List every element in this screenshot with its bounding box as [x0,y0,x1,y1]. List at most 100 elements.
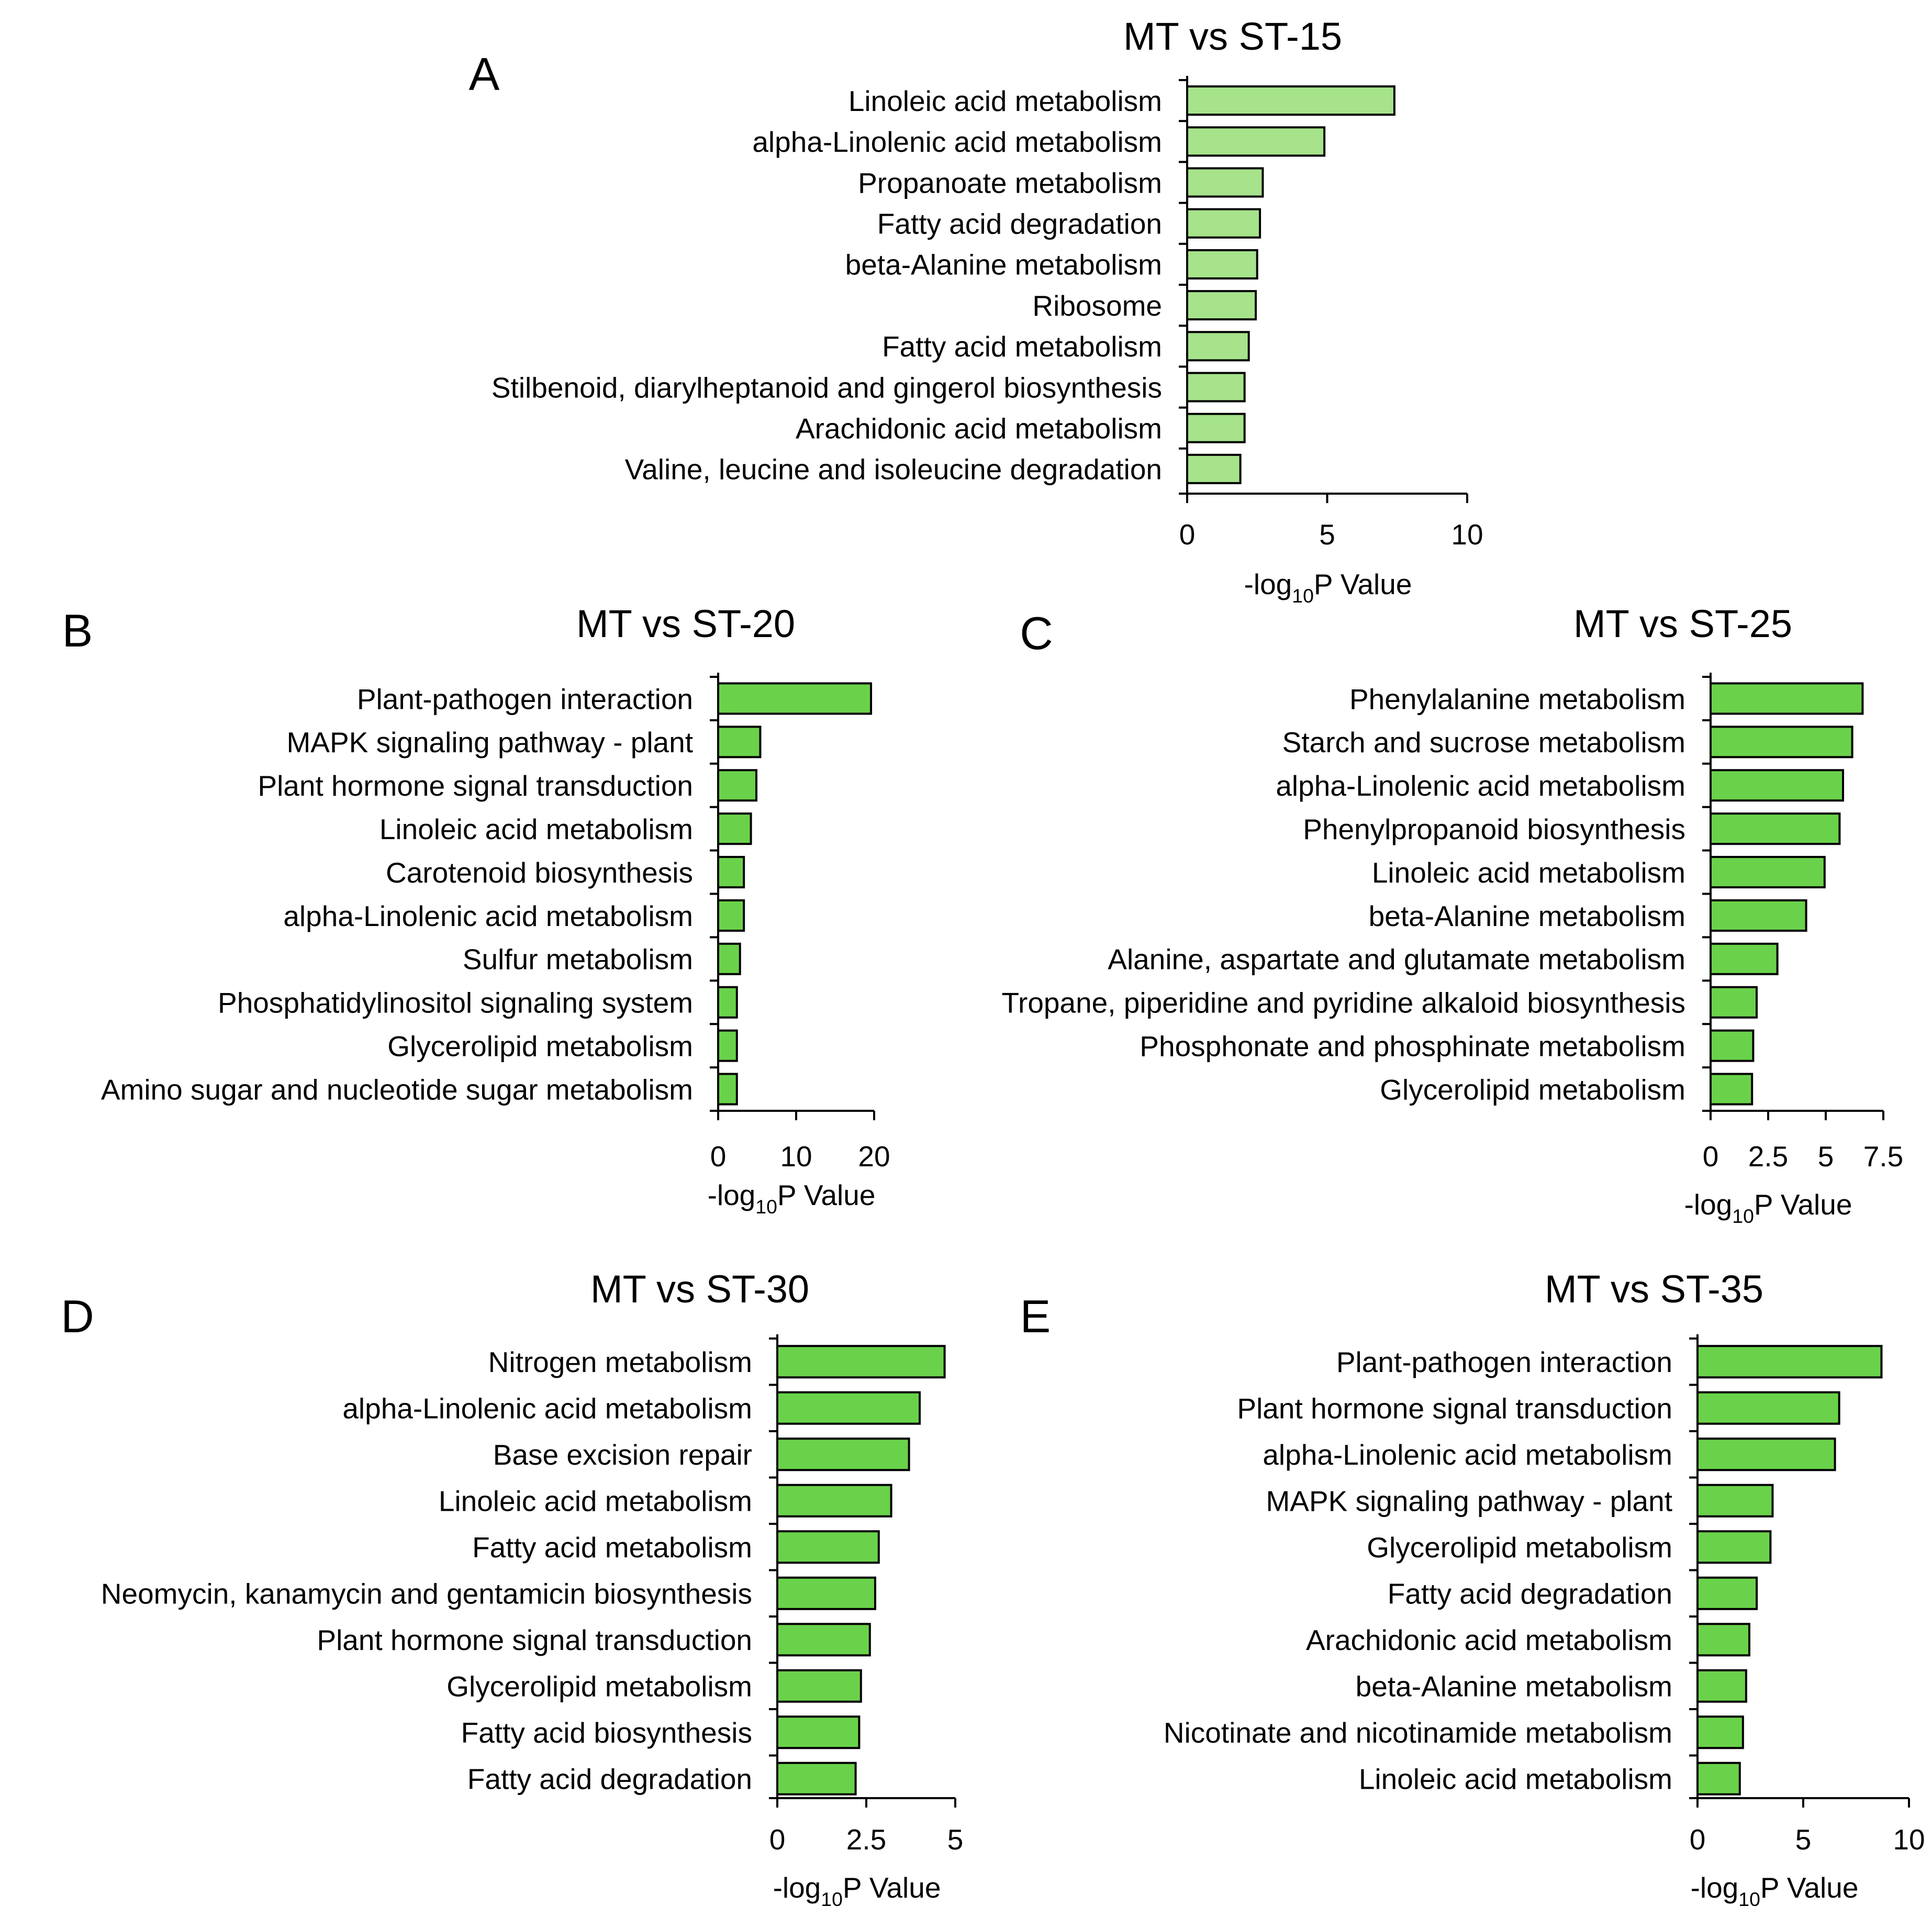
bar [1710,856,1826,889]
bar [1710,1073,1754,1106]
bar [717,682,873,715]
category-label: Arachidonic acid metabolism [796,412,1162,445]
x-tick-label: 0 [710,1140,727,1173]
chart-title: MT vs ST-20 [576,602,795,645]
category-label: Tropane, piperidine and pyridine alkaloi… [1001,987,1685,1019]
bar [1696,1391,1840,1425]
bar [1710,812,1841,845]
bar [1186,208,1261,239]
bar [776,1761,857,1796]
category-label: Linoleic acid metabolism [848,85,1162,117]
bar [717,812,752,845]
category-label: Fatty acid metabolism [472,1531,752,1564]
category-label: Linoleic acid metabolism [1359,1763,1672,1796]
x-tick-label: 5 [1795,1823,1812,1856]
bar [776,1669,862,1703]
category-label: Nicotinate and nicotinamide metabolism [1164,1716,1672,1749]
x-tick-label: 7.5 [1863,1140,1903,1173]
bar [776,1391,921,1425]
category-label: Base excision repair [493,1439,752,1471]
bar [717,1029,738,1062]
category-label: alpha-Linolenic acid metabolism [283,900,693,932]
panel-letter: E [1020,1290,1051,1342]
x-tick-label: 10 [1893,1823,1925,1856]
category-label: alpha-Linolenic acid metabolism [342,1392,752,1425]
category-label: Propanoate metabolism [858,166,1162,199]
category-label: Stilbenoid, diarylheptanoid and gingerol… [492,371,1162,404]
bar [1710,942,1779,975]
x-tick-label: 5 [1818,1140,1834,1173]
bar [776,1715,861,1749]
bar [1186,85,1395,116]
category-label: Fatty acid degradation [467,1763,752,1796]
category-label: Plant hormone signal transduction [258,770,693,802]
bar [1696,1576,1758,1610]
bar [1710,682,1864,715]
category-label: Glycerolipid metabolism [1380,1073,1685,1106]
category-label: Plant-pathogen interaction [357,683,693,715]
panels: A MT vs ST-15 Linoleic acid metabolism alph… [61,15,1925,1910]
bar [776,1484,892,1518]
x-tick-label: 0 [1690,1823,1706,1856]
category-label: Valine, leucine and isoleucine degradati… [625,453,1162,486]
category-label: Glycerolipid metabolism [387,1030,693,1062]
category-label: Phenylalanine metabolism [1349,683,1685,715]
panel-c: C MT vs ST-25 Phenylalanine metabolism Star… [1001,602,1903,1227]
panel-a: A MT vs ST-15 Linoleic acid metabolism alph… [469,15,1483,607]
category-label: Neomycin, kanamycin and gentamicin biosy… [101,1578,752,1610]
category-label: Plant hormone signal transduction [1237,1392,1672,1425]
category-label: MAPK signaling pathway - plant [286,726,693,759]
bar [1696,1484,1774,1518]
x-tick-label: 5 [947,1823,964,1856]
bar [717,942,741,975]
bar [1186,412,1246,443]
bar [717,726,762,759]
category-label: Linoleic acid metabolism [1372,856,1685,889]
bar [1186,126,1326,157]
category-label: alpha-Linolenic acid metabolism [752,126,1162,158]
x-axis-label: -log10P Value [773,1871,941,1910]
category-label: Alanine, aspartate and glutamate metabol… [1108,943,1685,976]
bar [717,899,745,932]
category-label: alpha-Linolenic acid metabolism [1276,770,1685,802]
bar [1696,1761,1741,1796]
x-tick-label: 5 [1319,518,1335,551]
category-label: Arachidonic acid metabolism [1306,1624,1672,1656]
bar [1710,986,1758,1019]
bar [1696,1345,1883,1379]
category-label: MAPK signaling pathway - plant [1266,1485,1672,1518]
category-label: Plant-pathogen interaction [1336,1346,1672,1378]
bar [1710,769,1844,802]
category-label: Fatty acid degradation [1388,1578,1672,1610]
x-tick-label: 10 [1451,518,1483,551]
bar [776,1530,880,1564]
panel-e: E MT vs ST-35 Plant-pathogen interaction Pl… [1020,1267,1925,1910]
bar [1696,1530,1772,1564]
category-label: alpha-Linolenic acid metabolism [1263,1439,1672,1471]
x-tick-label: 20 [858,1140,890,1173]
category-label: Nitrogen metabolism [488,1346,752,1378]
category-label: Linoleic acid metabolism [439,1485,752,1518]
bar [1186,290,1257,321]
category-label: Phosphatidylinositol signaling system [218,987,693,1019]
bar [1696,1669,1747,1703]
x-tick-label: 2.5 [846,1823,886,1856]
category-label: beta-Alanine metabolism [1369,900,1685,932]
chart-title: MT vs ST-25 [1573,602,1792,645]
category-label: Phenylpropanoid biosynthesis [1303,813,1685,845]
bar [1696,1715,1744,1749]
category-label: Sulfur metabolism [463,943,693,976]
bar [776,1437,910,1471]
x-tick-label: 0 [769,1823,786,1856]
category-label: beta-Alanine metabolism [845,249,1162,281]
bar [776,1623,871,1657]
bar [1710,899,1807,932]
category-label: Glycerolipid metabolism [446,1670,752,1703]
bar [1710,1029,1755,1062]
chart-title: MT vs ST-15 [1123,15,1342,58]
bar [1186,453,1242,484]
panel-letter: D [61,1290,94,1342]
x-axis-label: -log10P Value [708,1179,876,1218]
bar [717,986,738,1019]
